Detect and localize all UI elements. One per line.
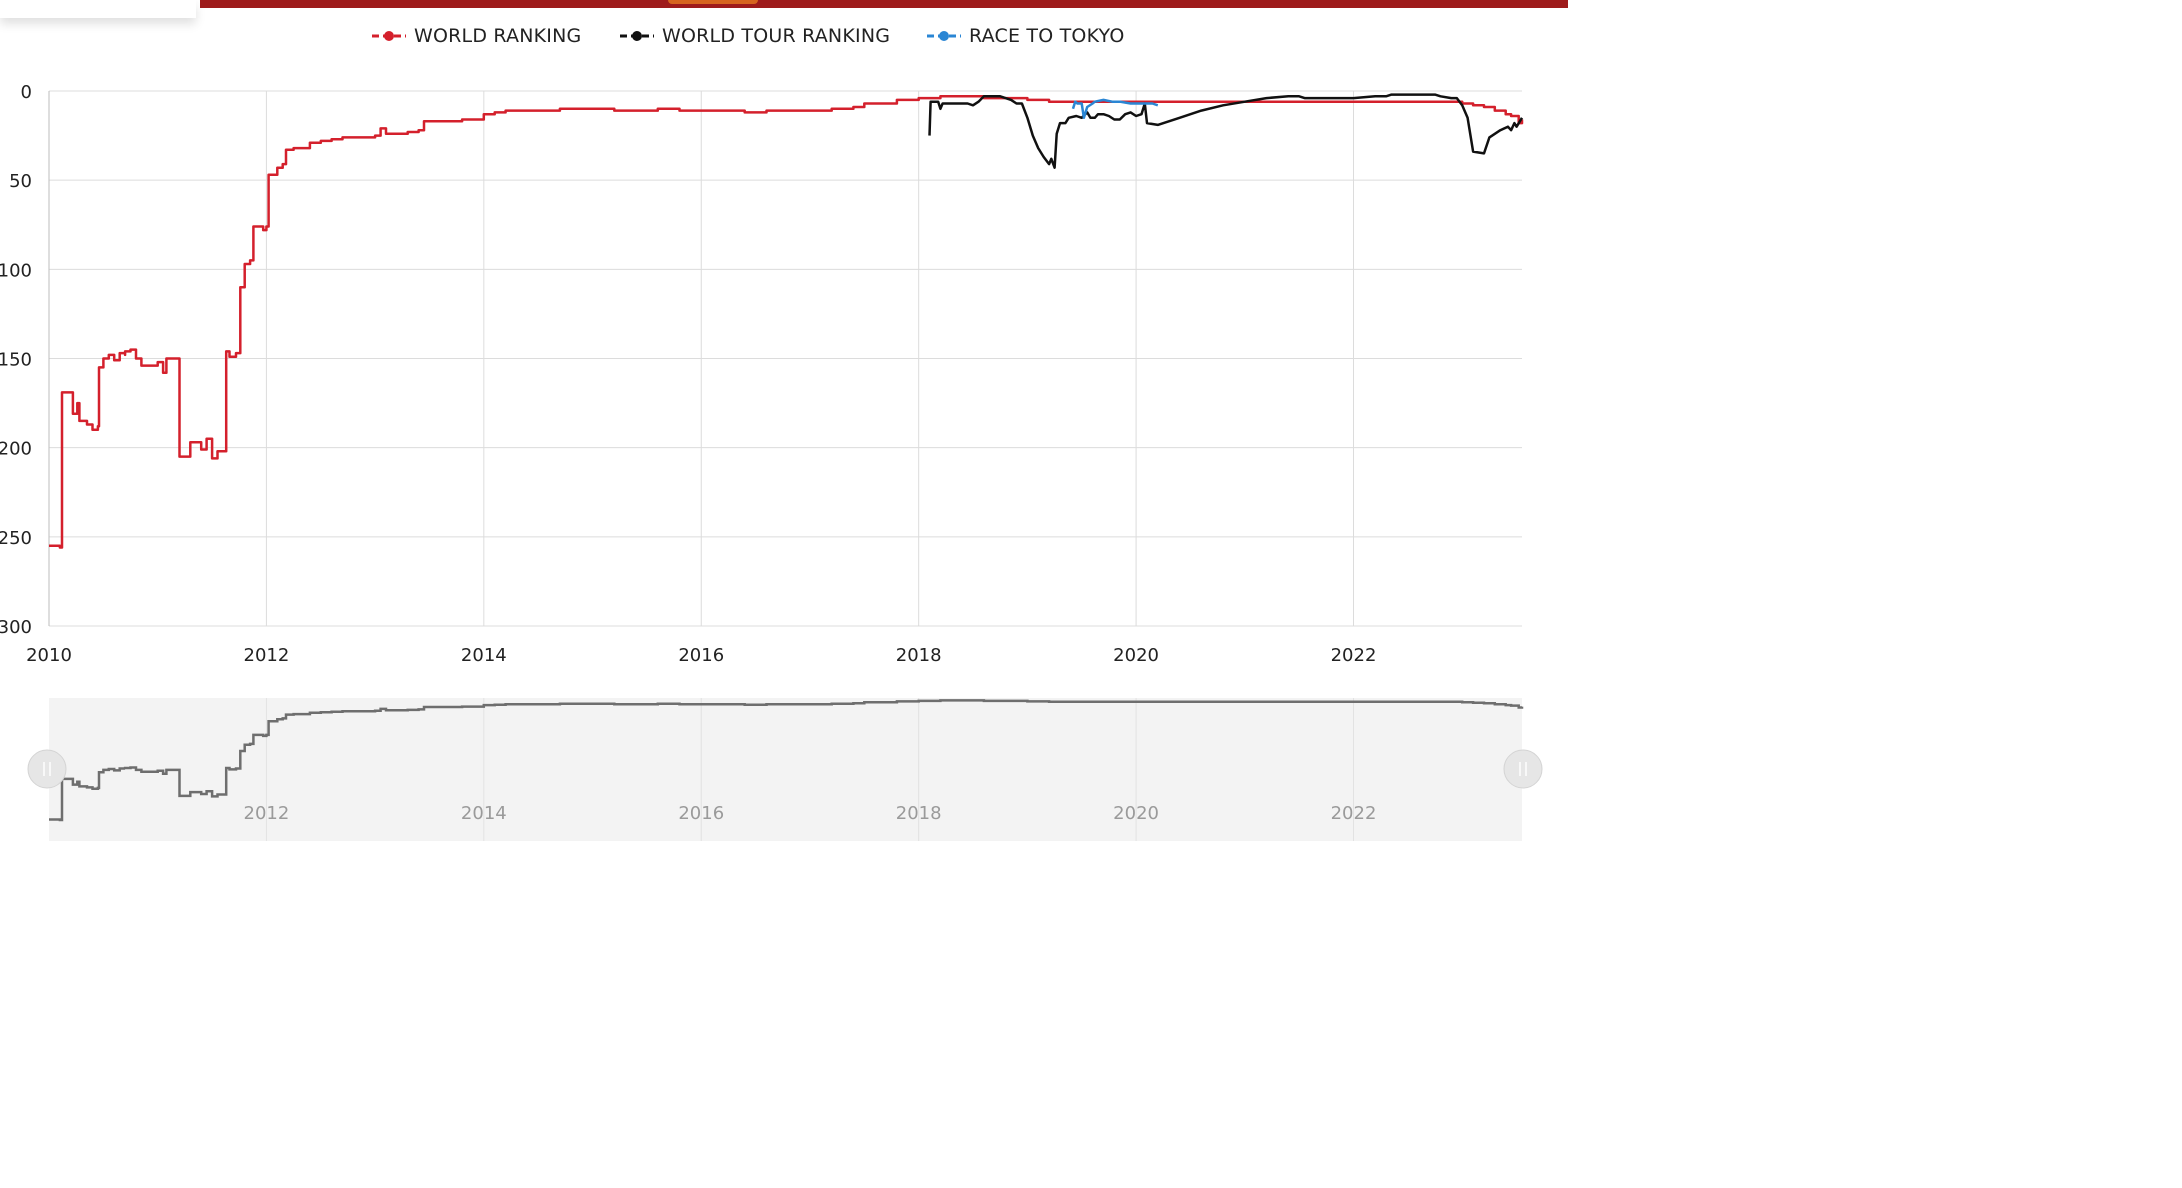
grid-lines — [48, 90, 1522, 627]
chart-container: WORLD RANKING WORLD TOUR RANKING RACE TO… — [0, 0, 1568, 841]
race-to-tokyo-series-line[interactable] — [1071, 98, 1159, 120]
navigator-tick-label: 2022 — [1331, 803, 1377, 824]
navigator-tick-label: 2020 — [1113, 803, 1159, 824]
navigator-tick-label: 2018 — [896, 803, 942, 824]
navigator-background — [49, 698, 1522, 841]
navigator-series-line — [49, 699, 1524, 822]
navigator-right-handle[interactable] — [1503, 749, 1543, 789]
legend-item-world-tour-ranking[interactable]: WORLD TOUR RANKING — [620, 22, 890, 50]
legend-label-world-ranking: WORLD RANKING — [414, 25, 582, 47]
x-tick-label: 2018 — [896, 645, 942, 666]
y-tick-label: 150 — [0, 350, 32, 371]
navigator-tick-label: 2014 — [461, 803, 507, 824]
range-navigator[interactable]: 2012 2014 2016 2018 2020 2022 — [27, 698, 1543, 841]
world-tour-ranking-series-line[interactable] — [928, 93, 1524, 169]
header-tab-indicator — [668, 0, 758, 4]
navigator-tick-label: 2016 — [678, 803, 724, 824]
legend-label-world-tour-ranking: WORLD TOUR RANKING — [662, 25, 891, 47]
world-tour-ranking-legend-icon — [620, 31, 654, 41]
x-tick-label: 2014 — [461, 645, 507, 666]
top-left-card — [0, 0, 196, 18]
legend-label-race-to-tokyo: RACE TO TOKYO — [969, 25, 1125, 47]
y-tick-label: 100 — [0, 260, 32, 281]
x-tick-label: 2022 — [1331, 645, 1377, 666]
world-ranking-series-line[interactable] — [49, 95, 1524, 549]
series-lines — [49, 93, 1524, 549]
x-axis-labels: 2010 2012 2014 2016 2018 2020 2022 — [26, 645, 1376, 666]
y-tick-label: 50 — [9, 171, 32, 192]
navigator-left-handle[interactable] — [27, 749, 67, 789]
y-tick-label: 250 — [0, 528, 32, 549]
world-ranking-legend-icon — [372, 31, 406, 41]
chart-legend: WORLD RANKING WORLD TOUR RANKING RACE TO… — [0, 22, 1568, 50]
header-bar — [200, 0, 1568, 8]
race-to-tokyo-legend-icon — [927, 31, 961, 41]
y-axis-labels: 0 50 100 150 200 250 300 — [0, 82, 32, 638]
y-tick-label: 200 — [0, 439, 32, 460]
legend-item-world-ranking[interactable]: WORLD RANKING — [372, 22, 581, 50]
y-tick-label: 0 — [21, 82, 32, 103]
legend-item-race-to-tokyo[interactable]: RACE TO TOKYO — [927, 22, 1124, 50]
x-tick-label: 2020 — [1113, 645, 1159, 666]
x-tick-label: 2010 — [26, 645, 72, 666]
x-tick-label: 2016 — [678, 645, 724, 666]
navigator-tick-label: 2012 — [244, 803, 290, 824]
x-tick-label: 2012 — [244, 645, 290, 666]
y-tick-label: 300 — [0, 617, 32, 638]
